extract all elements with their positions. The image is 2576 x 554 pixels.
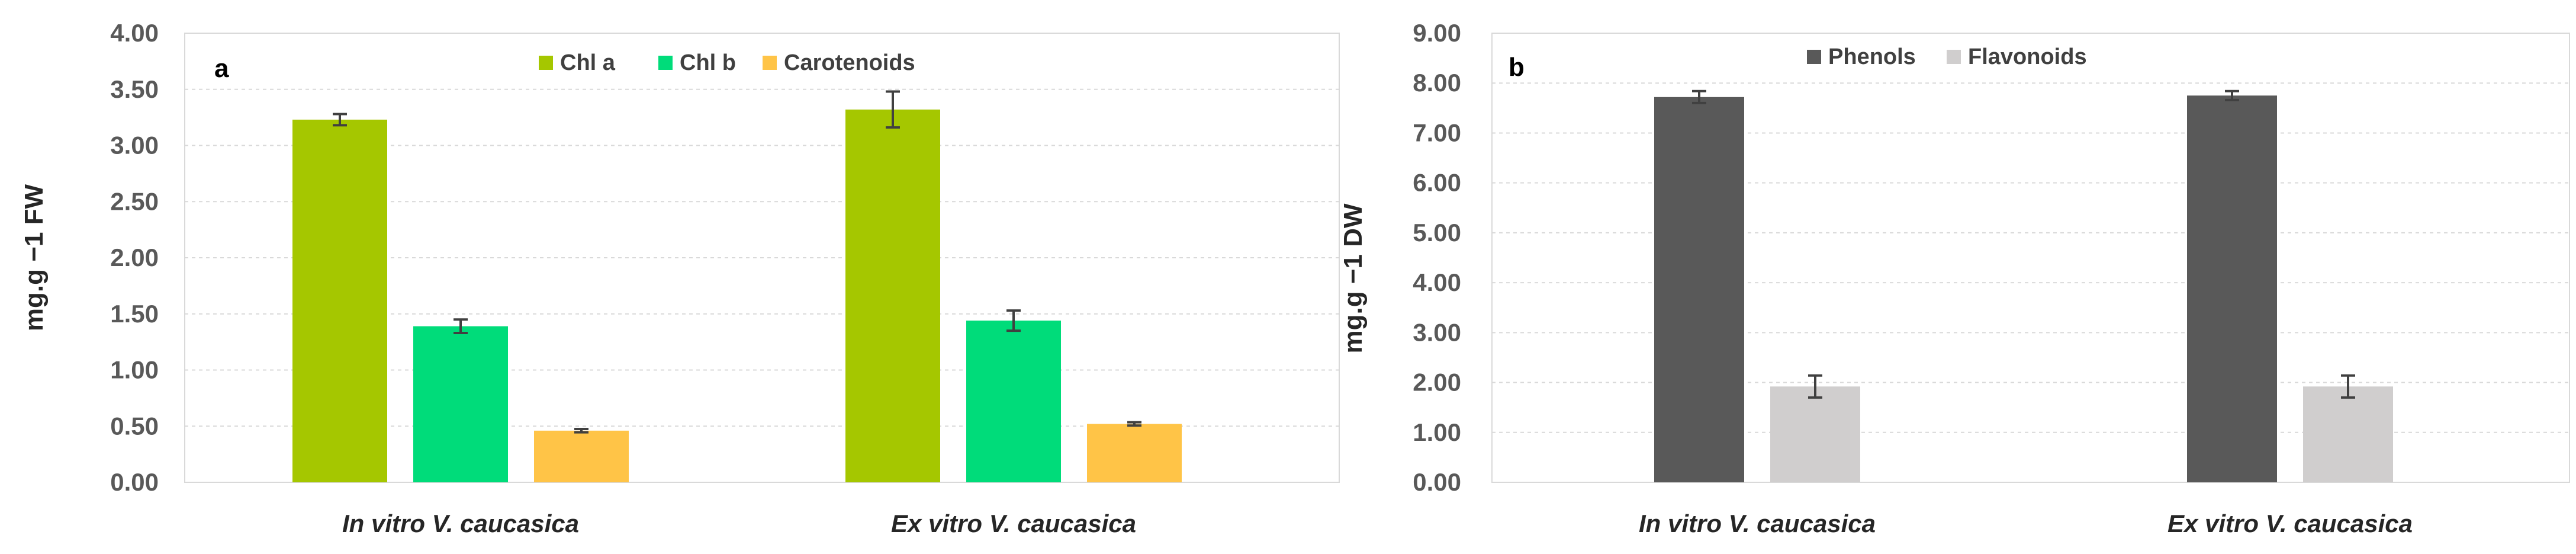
y-tick-label: 3.50 [110,75,159,103]
plot-frame-b [1491,33,2570,483]
panel-letter-a: a [214,54,229,83]
bar-chl-a [292,119,387,483]
y-tick-label: 0.00 [110,468,159,496]
y-tick-label: 4.00 [1413,268,1461,296]
y-tick-label: 1.00 [1413,418,1461,446]
bar-chl-a [845,109,940,483]
y-tick-labels-b: 0.00 1.00 2.00 3.00 4.00 5.00 6.00 7.00 8.00 9.00 [1413,19,1461,496]
x-category-label: In vitro V. caucasica [342,510,579,537]
y-tick-label: 0.00 [1413,468,1461,496]
y-tick-labels-a: 0.00 0.50 1.00 1.50 2.00 2.50 3.00 3.50 4.00 [110,19,159,496]
y-tick-label: 4.00 [110,19,159,47]
y-tick-label: 3.00 [1413,318,1461,346]
legend-swatch [1947,50,1961,64]
bar-chl-b [966,321,1061,482]
chart-panel-a: 0.00 0.50 1.00 1.50 2.00 2.50 3.00 3.50 4.00 In … [20,19,1340,537]
y-tick-label: 3.00 [110,132,159,159]
legend-label: Chl a [560,50,616,75]
y-tick-label: 2.50 [110,187,159,215]
y-tick-label: 7.00 [1413,119,1461,146]
x-category-label: Ex vitro V. caucasica [2167,510,2413,537]
bar-carotenoids [1087,424,1182,482]
y-tick-label: 6.00 [1413,169,1461,197]
legend-swatch [1807,50,1821,64]
gridlines-b [1492,82,2569,433]
y-tick-label: 5.00 [1413,219,1461,246]
legend-label: Flavonoids [1968,44,2087,69]
bar-carotenoids [534,430,629,482]
y-axis-label-b: mg.g −1 DW [1339,203,1368,353]
y-tick-label: 1.50 [110,300,159,328]
legend-b: Phenols Flavonoids [1807,44,2087,69]
x-category-label: In vitro V. caucasica [1639,510,1876,537]
x-category-labels-b: In vitro V. caucasica Ex vitro V. caucasi… [1639,510,2413,537]
panel-letter-b: b [1509,53,1525,82]
y-axis-label-a: mg.g −1 FW [20,184,49,331]
bars-b [1654,89,2393,482]
x-category-label: Ex vitro V. caucasica [891,510,1136,537]
legend-label: Chl b [680,50,736,75]
legend-swatch [763,56,777,70]
legend-label: Carotenoids [784,50,915,75]
y-tick-label: 2.00 [110,244,159,271]
y-tick-label: 8.00 [1413,69,1461,97]
legend-swatch [658,56,673,70]
bar-flavonoids [1770,386,1860,482]
bar-flavonoids [2303,386,2393,482]
y-tick-label: 2.00 [1413,369,1461,396]
y-tick-label: 0.50 [110,412,159,440]
y-tick-label: 9.00 [1413,19,1461,47]
chart-panel-b: 0.00 1.00 2.00 3.00 4.00 5.00 6.00 7.00 8.00 9.00… [1339,19,2570,537]
y-tick-label: 1.00 [110,356,159,384]
x-category-labels-a: In vitro V. caucasica Ex vitro V. caucasi… [342,510,1136,537]
legend-a: Chl a Chl b Carotenoids [539,50,915,75]
bars-a [292,90,1182,483]
legend-swatch [539,56,553,70]
bar-phenols [1654,97,1744,482]
bar-phenols [2187,95,2277,482]
legend-label: Phenols [1828,44,1916,69]
bar-chl-b [413,326,508,482]
